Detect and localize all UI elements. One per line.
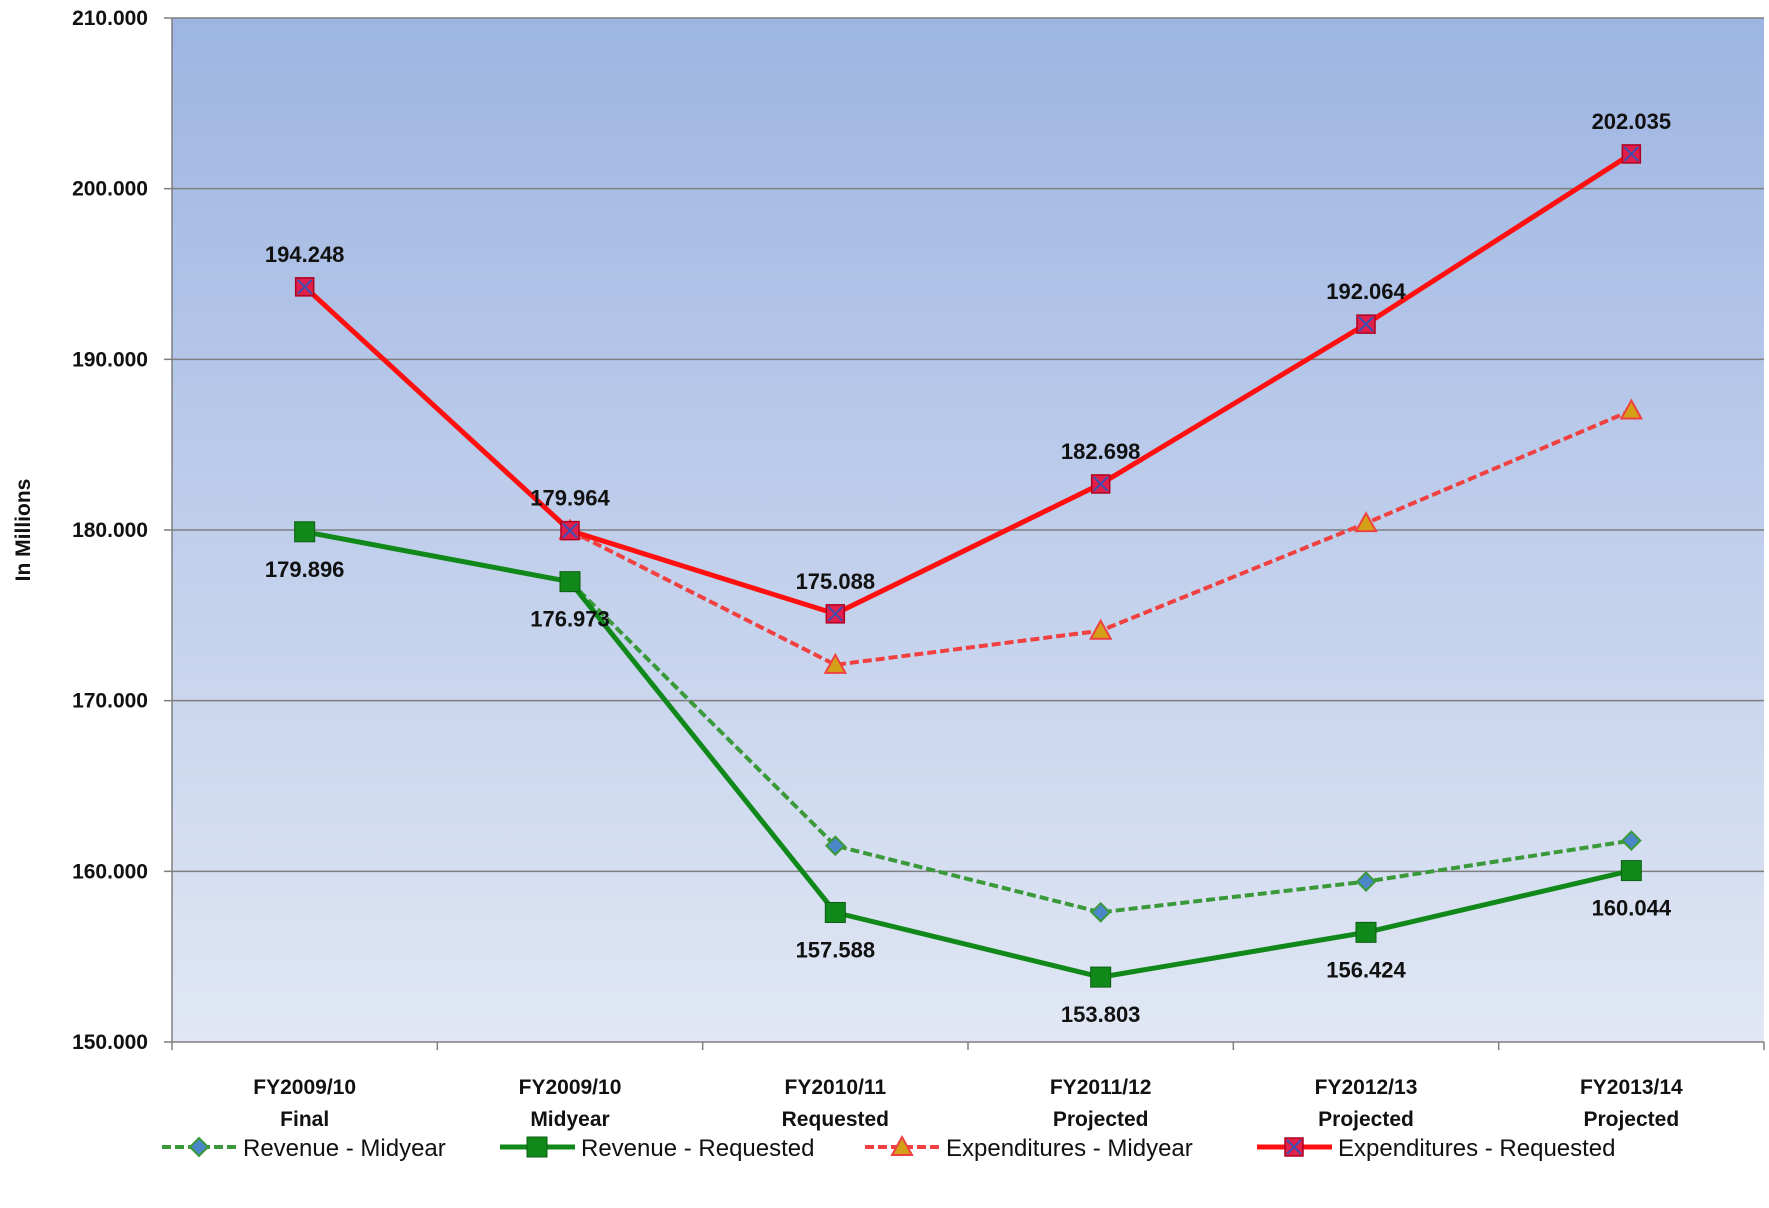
y-tick-label: 160.000 (72, 860, 148, 883)
marker-cross-b (1358, 316, 1374, 332)
series-3 (294, 144, 1642, 624)
x-tick-label: FY2012/13 Projected (1315, 1076, 1418, 1131)
data-label: 176.973 (530, 607, 610, 632)
axes: 150.000 160.000 170.000 180.000 190.000 200.0… (72, 7, 1765, 1131)
marker-cross-b (1623, 146, 1640, 162)
y-axis-title: In Millions (12, 479, 35, 582)
marker-cross-b (827, 606, 844, 622)
data-point (294, 277, 315, 297)
y-tick-label: 180.000 (72, 519, 148, 542)
marker-cross-b (296, 279, 313, 295)
legend: Revenue - Midyear Revenue - Requested Expe… (162, 1134, 1616, 1162)
data-point (559, 571, 581, 593)
x-tick-label: FY2009/10 Final (253, 1076, 356, 1131)
data-point (1620, 830, 1642, 852)
data-point (1090, 966, 1112, 988)
y-tick-label: 150.000 (72, 1031, 148, 1054)
data-point (1090, 474, 1111, 494)
data-point (560, 520, 580, 541)
data-point (1619, 398, 1644, 420)
data-point (1354, 511, 1378, 533)
legend-item: Expenditures - Requested (1257, 1135, 1616, 1162)
data-point (1356, 314, 1376, 334)
data-point (1620, 860, 1642, 882)
data-label: 153.803 (1061, 1002, 1141, 1027)
data-point (823, 652, 848, 674)
data-label: 182.698 (1061, 439, 1141, 464)
data-point (1090, 901, 1112, 923)
data-label: 175.088 (796, 569, 876, 594)
marker-cross-b (1286, 1139, 1302, 1155)
legend-item: Expenditures - Midyear (865, 1134, 1193, 1162)
legend-marker (526, 1136, 548, 1158)
gridlines (172, 17, 1764, 873)
x-tick-label: FY2010/11 Requested (782, 1076, 889, 1131)
data-point (825, 604, 846, 624)
data-point (824, 835, 846, 857)
y-tick-label: 200.000 (72, 178, 148, 201)
data-label: 202.035 (1592, 109, 1672, 134)
x-tick-label: FY2009/10 Midyear (519, 1076, 622, 1131)
data-label: 157.588 (796, 937, 876, 962)
series-line (568, 580, 1632, 915)
legend-label: Revenue - Requested (581, 1135, 814, 1162)
data-label: 179.964 (530, 486, 610, 511)
legend-label: Revenue - Midyear (243, 1135, 446, 1162)
data-label: 156.424 (1326, 957, 1406, 982)
x-tick-label: FY2011/12 Projected (1050, 1076, 1152, 1131)
legend-marker (890, 1134, 914, 1156)
series-1 (294, 521, 1642, 988)
y-tick-label: 190.000 (72, 348, 148, 371)
legend-marker (188, 1136, 210, 1158)
series-line (304, 529, 1632, 980)
data-point (1621, 144, 1642, 164)
data-point (294, 521, 316, 543)
legend-label: Expenditures - Midyear (946, 1135, 1193, 1162)
data-labels: 194.248 179.964 175.088 182.698 192.064 202.0… (265, 109, 1672, 1027)
legend-item: Revenue - Requested (500, 1135, 814, 1162)
legend-item: Revenue - Midyear (162, 1135, 446, 1162)
data-point (1088, 618, 1113, 640)
data-label: 192.064 (1326, 279, 1406, 304)
marker-cross-b (562, 522, 578, 539)
data-label: 160.044 (1592, 896, 1672, 921)
data-point (1355, 871, 1377, 892)
legend-marker (1284, 1137, 1304, 1157)
data-point (824, 901, 846, 923)
data-label: 179.896 (265, 557, 345, 582)
series-line (303, 151, 1633, 617)
legend-label: Expenditures - Requested (1338, 1135, 1616, 1162)
y-tick-label: 170.000 (72, 690, 148, 713)
series (294, 144, 1644, 988)
marker-cross-b (1092, 476, 1109, 492)
series-0 (559, 571, 1642, 923)
data-label: 194.248 (265, 242, 345, 267)
y-tick-label: 210.000 (72, 7, 148, 30)
data-point (1355, 921, 1377, 943)
x-tick-label: FY2013/14 Projected (1580, 1076, 1683, 1131)
